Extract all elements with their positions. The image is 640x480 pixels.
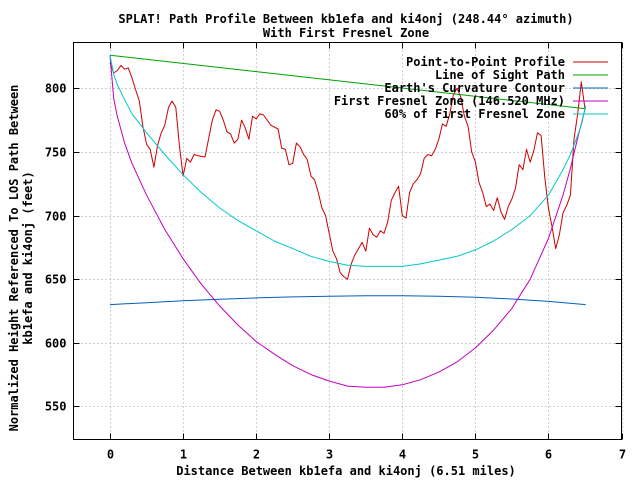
series-layer: [109, 54, 587, 388]
legend-label-3: Earth's Curvature Contour: [384, 81, 565, 95]
x-axis-label: Distance Between kb1efa and ki4onj (6.51…: [176, 464, 516, 478]
series-line-2: [109, 54, 586, 110]
series-line-4: [109, 55, 587, 388]
x-tick-label: 0: [107, 448, 114, 462]
y-axis-label-line2: kb1efa and ki4onj (feet): [21, 171, 35, 344]
series-line-5: [109, 55, 587, 267]
y-tick-label: 800: [45, 82, 67, 96]
plot-frame: [73, 42, 622, 440]
x-tick-label: 2: [253, 448, 260, 462]
x-tick-label: 5: [472, 448, 479, 462]
y-tick-label: 550: [45, 400, 67, 414]
y-tick-label: 750: [45, 146, 67, 160]
y-tick-label: 650: [45, 273, 67, 287]
series-line-3: [109, 295, 586, 306]
legend-label-2: Line of Sight Path: [435, 68, 565, 82]
chart-title-line2: With First Fresnel Zone: [263, 26, 429, 40]
x-tick-label: 6: [545, 448, 552, 462]
x-tick-label: 1: [180, 448, 187, 462]
series-line-1: [109, 62, 586, 280]
x-tick-label: 3: [326, 448, 333, 462]
x-tick-label: 4: [399, 448, 406, 462]
x-tick-label: 7: [619, 448, 626, 462]
y-axis-label-line1: Normalized Height Referenced To LOS Path…: [7, 85, 21, 432]
y-tick-label: 600: [45, 337, 67, 351]
legend-label-1: Point-to-Point Profile: [406, 55, 565, 69]
y-tick-label: 700: [45, 210, 67, 224]
legend-label-5: 60% of First Fresnel Zone: [384, 107, 565, 121]
chart-title-line1: SPLAT! Path Profile Between kb1efa and k…: [118, 12, 573, 26]
legend-label-4: First Fresnel Zone (146.520 MHz): [334, 94, 565, 108]
axes-ticks: 0 1 2 3 4 5 6 7 550 600 650 700 750 800: [45, 42, 626, 462]
